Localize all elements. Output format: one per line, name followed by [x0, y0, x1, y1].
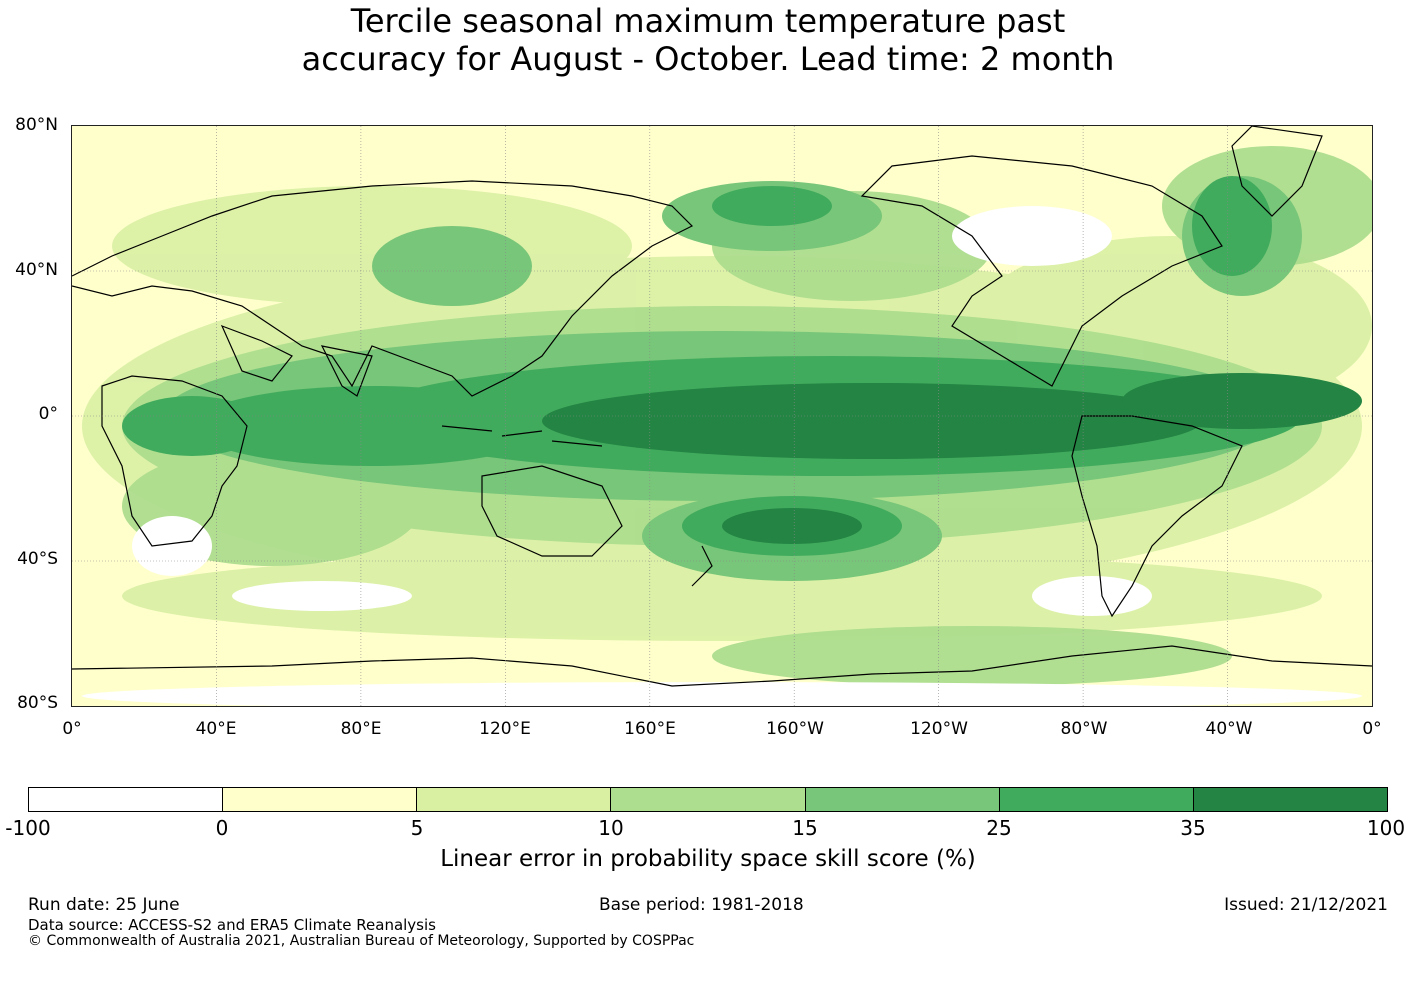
- lon-label-0-left: 0°: [62, 719, 82, 739]
- title-line-2: accuracy for August - October. Lead time…: [301, 40, 1115, 78]
- lon-label-40w: 40°W: [1205, 719, 1253, 739]
- colorbar-segment-0: [29, 788, 224, 811]
- colorbar-segment-6: [1193, 788, 1387, 811]
- lon-label-120e: 120°E: [479, 719, 531, 739]
- gridlines: [72, 126, 1372, 706]
- colorbar-tick-0: 0: [215, 816, 229, 840]
- colorbar-tick-10: 10: [598, 816, 624, 840]
- lat-label-40s: 40°S: [17, 549, 58, 569]
- lat-label-80n: 80°N: [15, 115, 58, 135]
- coastlines: [72, 126, 1372, 687]
- skill-field-negative: [82, 206, 1362, 706]
- skill-field-top: [542, 373, 1362, 544]
- map-svg: [72, 126, 1372, 706]
- lon-label-160e: 160°E: [624, 719, 676, 739]
- copyright: © Commonwealth of Australia 2021, Austra…: [28, 933, 695, 949]
- map-title: Tercile seasonal maximum temperature pas…: [0, 2, 1416, 78]
- lon-label-120w: 120°W: [910, 719, 968, 739]
- base-period: Base period: 1981-2018: [599, 895, 804, 915]
- colorbar-tick-15: 15: [792, 816, 818, 840]
- colorbar-label: Linear error in probability space skill …: [440, 846, 976, 872]
- colorbar-tick-minus100: -100: [5, 816, 51, 840]
- colorbar-segment-1: [223, 788, 418, 811]
- colorbar-segment-4: [805, 788, 1000, 811]
- lon-label-0-right: 0°: [1362, 719, 1382, 739]
- lat-label-0: 0°: [38, 404, 58, 424]
- colorbar-segment-2: [417, 788, 612, 811]
- colorbar: [28, 787, 1388, 812]
- issued-date: Issued: 21/12/2021: [1224, 895, 1388, 915]
- colorbar-tick-25: 25: [986, 816, 1012, 840]
- skill-score-map: [71, 125, 1373, 707]
- lon-label-80e: 80°E: [340, 719, 382, 739]
- lon-label-40e: 40°E: [195, 719, 237, 739]
- lon-label-160w: 160°W: [766, 719, 824, 739]
- lat-label-40n: 40°N: [15, 260, 58, 280]
- colorbar-segment-3: [611, 788, 806, 811]
- colorbar-tick-5: 5: [410, 816, 424, 840]
- run-date: Run date: 25 June: [28, 895, 180, 915]
- data-source: Data source: ACCESS-S2 and ERA5 Climate …: [28, 916, 436, 934]
- colorbar-tick-35: 35: [1180, 816, 1206, 840]
- colorbar-tick-100: 100: [1366, 816, 1406, 840]
- lat-label-80s: 80°S: [17, 693, 58, 713]
- lon-label-80w: 80°W: [1060, 719, 1108, 739]
- title-line-1: Tercile seasonal maximum temperature pas…: [350, 2, 1066, 40]
- colorbar-segment-5: [999, 788, 1194, 811]
